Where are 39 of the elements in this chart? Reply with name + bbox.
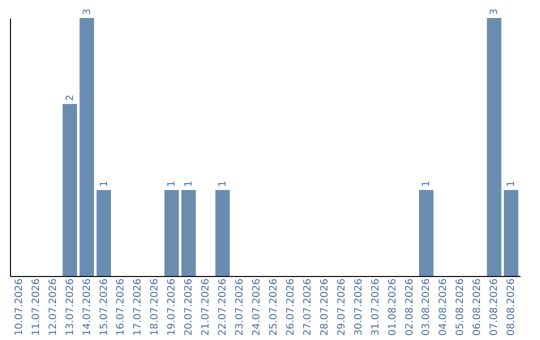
x-tick-label: 19.07.2026 xyxy=(166,278,178,336)
x-tick-label: 18.07.2026 xyxy=(150,278,161,336)
x-tick-label: 26.07.2026 xyxy=(285,278,296,336)
x-tick-label: 23.07.2026 xyxy=(234,278,246,336)
x-tick-label: 12.07.2026 xyxy=(48,278,59,336)
x-tick-label: 07.08.2026 xyxy=(489,278,500,336)
x-tick-label: 01.08.2026 xyxy=(387,278,398,336)
x-tick-label: 25.07.2026 xyxy=(268,278,280,336)
x-tick-label: 08.08.2026 xyxy=(506,278,518,336)
x-tick-label: 13.07.2026 xyxy=(64,278,76,336)
data-label: 1 xyxy=(184,180,195,187)
x-tick-label: 05.08.2026 xyxy=(455,278,466,336)
data-label: 1 xyxy=(506,180,518,187)
data-label: 1 xyxy=(218,180,229,187)
x-tick-label: 17.07.2026 xyxy=(132,278,144,336)
x-tick-label: 21.07.2026 xyxy=(200,278,212,336)
x-tick-label: 31.07.2026 xyxy=(370,278,382,336)
x-tick-label: 10.07.2026 xyxy=(14,278,25,336)
x-tick-label: 27.07.2026 xyxy=(302,278,314,336)
x-tick-label: 06.08.2026 xyxy=(472,278,484,336)
x-tick-label: 03.08.2026 xyxy=(421,278,432,336)
x-tick-label: 29.07.2026 xyxy=(336,278,348,336)
x-tick-label: 15.07.2026 xyxy=(98,278,110,336)
x-tick-label: 16.07.2026 xyxy=(116,278,127,336)
data-label: 1 xyxy=(421,180,432,187)
data-label: 2 xyxy=(64,94,76,101)
data-label: 3 xyxy=(489,8,500,15)
x-tick-label: 14.07.2026 xyxy=(82,278,93,336)
x-tick-label: 04.08.2026 xyxy=(438,278,450,336)
data-label: 1 xyxy=(98,180,110,187)
x-tick-label: 02.08.2026 xyxy=(404,278,416,336)
x-tick-label: 28.07.2026 xyxy=(319,278,330,336)
x-tick-label: 24.07.2026 xyxy=(252,278,263,336)
x-tick-label: 22.07.2026 xyxy=(218,278,229,336)
data-label: 3 xyxy=(82,8,93,15)
x-tick-label: 11.07.2026 xyxy=(30,278,42,336)
x-tick-label: 20.07.2026 xyxy=(184,278,195,336)
data-label: 1 xyxy=(166,180,178,187)
x-tick-label: 30.07.2026 xyxy=(353,278,364,336)
